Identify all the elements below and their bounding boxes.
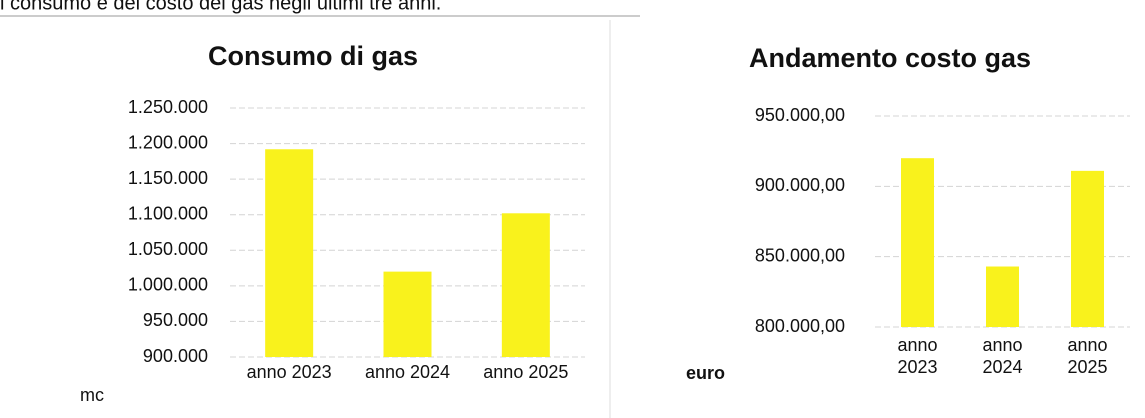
y-tick-label: 900.000,00 [755,175,845,195]
bar [501,213,550,357]
chart-title: Andamento costo gas [749,43,1031,73]
y-tick-label: 950.000 [143,310,208,330]
y-tick-label: 1.250.000 [128,97,208,117]
y-axis-label: mc [80,385,104,405]
chart-title: Consumo di gas [208,41,418,71]
x-tick-label: anno 2023 [246,362,332,382]
y-tick-label: 1.050.000 [128,239,208,259]
y-tick-label: 900.000 [143,346,208,366]
x-tick-label: anno 2025 [483,362,569,382]
y-tick-label: 1.150.000 [128,168,208,188]
bar [986,266,1019,327]
x-tick-label: anno 2024 [982,335,1023,377]
bar [1071,170,1104,327]
y-axis-label: euro [686,363,726,383]
x-tick-label: anno 2025 [1067,335,1108,377]
y-tick-label: 1.200.000 [128,132,208,152]
y-tick-label: 950.000,00 [755,105,845,125]
y-tick-label: 1.100.000 [128,203,208,223]
bar [265,149,314,357]
y-tick-label: 850.000,00 [755,245,845,265]
x-tick-label: anno 2023 [897,335,938,377]
bar [383,271,432,357]
y-tick-label: 1.000.000 [128,275,208,295]
x-tick-label: anno 2024 [364,362,451,382]
y-tick-label: 800.000,00 [755,316,845,336]
caption: i consumo e del costo del gas negli ulti… [0,0,441,14]
bar [901,158,934,327]
